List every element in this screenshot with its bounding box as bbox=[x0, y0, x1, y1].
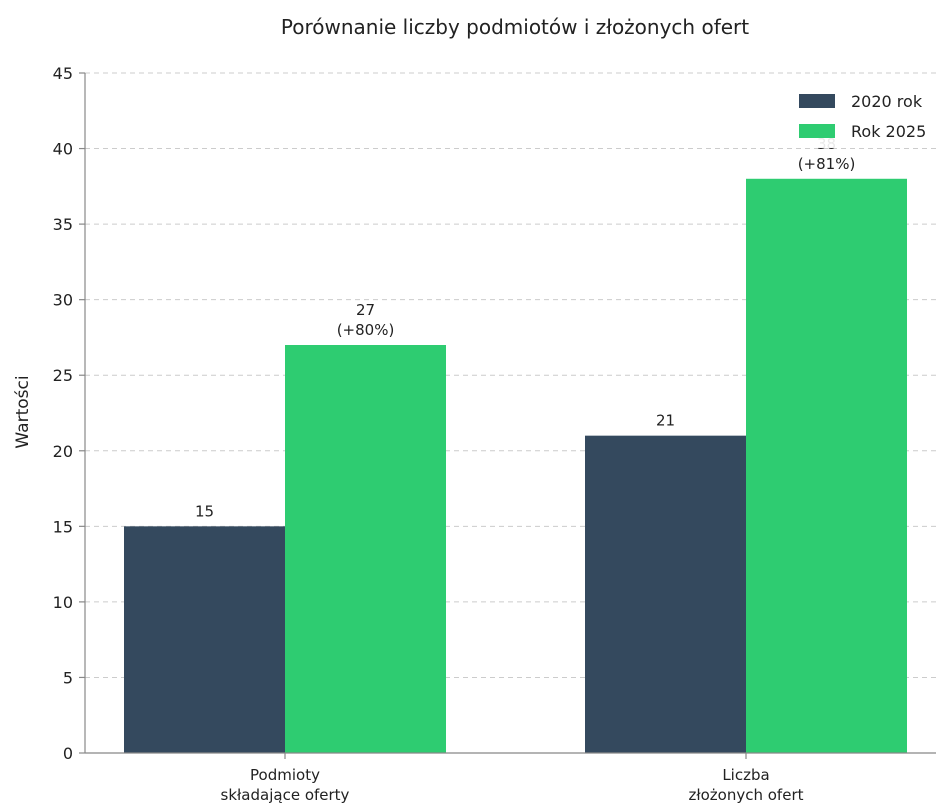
gridlines bbox=[85, 72, 936, 678]
axes: 0 5 10 15 20 25 30 35 40 45 Podmioty składające ofe… bbox=[53, 64, 936, 804]
x-tick-label: złożonych ofert bbox=[688, 786, 803, 804]
bar-value-label: (+81%) bbox=[798, 155, 856, 173]
chart-title: Porównanie liczby podmiotów i złożonych … bbox=[281, 15, 749, 39]
x-tick-label: Podmioty bbox=[250, 766, 320, 784]
bar-2025 bbox=[285, 345, 446, 753]
legend-label: Rok 2025 bbox=[851, 122, 926, 141]
y-tick-label: 10 bbox=[53, 593, 73, 612]
y-tick-label: 30 bbox=[53, 291, 73, 310]
bar-2020 bbox=[585, 435, 746, 753]
x-tick-label: Liczba bbox=[722, 766, 769, 784]
bar-value-label: 21 bbox=[656, 412, 675, 430]
y-tick-label: 25 bbox=[53, 366, 73, 385]
y-tick-label: 5 bbox=[63, 668, 73, 687]
bars bbox=[124, 178, 907, 753]
bar-value-label: 15 bbox=[195, 502, 214, 520]
y-tick-label: 20 bbox=[53, 442, 73, 461]
legend: 2020 rok Rok 2025 bbox=[789, 84, 936, 148]
bar-2020 bbox=[124, 526, 285, 753]
y-axis-title: Wartości bbox=[13, 375, 33, 448]
y-tick-label: 35 bbox=[53, 215, 73, 234]
bar-2025 bbox=[746, 178, 907, 753]
y-tick-label: 45 bbox=[53, 64, 73, 83]
bar-value-label: (+80%) bbox=[337, 321, 395, 339]
x-tick-label: składające oferty bbox=[221, 786, 350, 804]
legend-label: 2020 rok bbox=[851, 92, 923, 111]
bar-value-label: 27 bbox=[356, 301, 375, 319]
y-tick-label: 40 bbox=[53, 140, 73, 159]
legend-swatch bbox=[799, 94, 835, 108]
y-tick-label: 15 bbox=[53, 517, 73, 536]
legend-swatch bbox=[799, 124, 835, 138]
y-tick-label: 0 bbox=[63, 744, 73, 763]
